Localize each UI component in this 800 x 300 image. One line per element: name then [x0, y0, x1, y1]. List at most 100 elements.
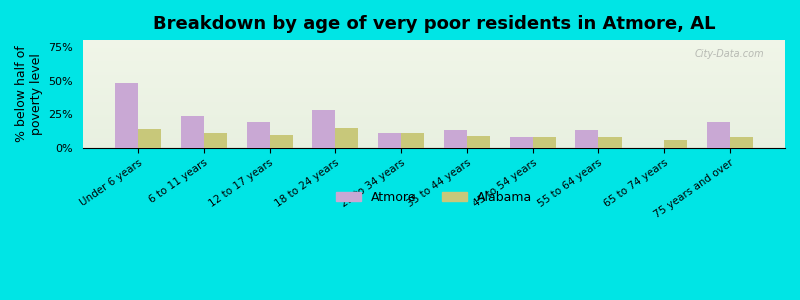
Bar: [83, 83, 785, 84]
Bar: [83, 126, 785, 128]
Bar: [83, 115, 785, 116]
Bar: [83, 63, 785, 64]
Bar: [83, 130, 785, 131]
Bar: [83, 128, 785, 129]
Title: Breakdown by age of very poor residents in Atmore, AL: Breakdown by age of very poor residents …: [153, 15, 715, 33]
Bar: [83, 132, 785, 133]
Bar: [83, 96, 785, 97]
Bar: [83, 121, 785, 122]
Bar: [83, 85, 785, 86]
Bar: [270, 134, 293, 148]
Bar: [83, 100, 785, 101]
Bar: [83, 50, 785, 51]
Bar: [83, 88, 785, 89]
Bar: [83, 76, 785, 77]
Bar: [83, 104, 785, 105]
Bar: [83, 92, 785, 93]
Legend: Atmore, Alabama: Atmore, Alabama: [331, 186, 537, 209]
Bar: [83, 135, 785, 136]
Bar: [83, 133, 785, 134]
Bar: [83, 74, 785, 75]
Bar: [83, 95, 785, 96]
Bar: [246, 122, 270, 148]
Text: City-Data.com: City-Data.com: [694, 49, 764, 59]
Bar: [83, 105, 785, 106]
Bar: [83, 140, 785, 142]
Bar: [83, 136, 785, 137]
Bar: [83, 56, 785, 57]
Bar: [83, 59, 785, 61]
Bar: [83, 49, 785, 50]
Bar: [83, 124, 785, 125]
Bar: [83, 42, 785, 43]
Bar: [83, 94, 785, 95]
Bar: [83, 142, 785, 144]
Bar: [83, 109, 785, 110]
Bar: [83, 58, 785, 59]
Bar: [83, 106, 785, 107]
Bar: [83, 71, 785, 73]
Bar: [664, 140, 687, 148]
Bar: [83, 61, 785, 62]
Bar: [83, 54, 785, 55]
Bar: [83, 43, 785, 44]
Bar: [83, 93, 785, 94]
Bar: [83, 86, 785, 88]
Bar: [510, 137, 533, 148]
Bar: [83, 48, 785, 49]
Bar: [83, 119, 785, 120]
Bar: [83, 108, 785, 109]
Bar: [707, 122, 730, 148]
Bar: [83, 57, 785, 59]
Bar: [83, 125, 785, 126]
Bar: [83, 41, 785, 42]
Bar: [83, 97, 785, 98]
Bar: [83, 102, 785, 103]
Bar: [83, 80, 785, 81]
Bar: [83, 103, 785, 104]
Bar: [83, 120, 785, 121]
Bar: [83, 52, 785, 53]
Bar: [83, 122, 785, 123]
Bar: [83, 147, 785, 148]
Bar: [181, 116, 204, 148]
Bar: [83, 53, 785, 54]
Bar: [83, 66, 785, 67]
Bar: [83, 131, 785, 132]
Bar: [83, 75, 785, 76]
Bar: [83, 68, 785, 69]
Bar: [83, 138, 785, 140]
Bar: [138, 129, 161, 148]
Bar: [83, 70, 785, 71]
Bar: [83, 91, 785, 92]
Bar: [83, 78, 785, 79]
Bar: [83, 65, 785, 66]
Bar: [83, 123, 785, 124]
Bar: [83, 79, 785, 80]
Bar: [83, 77, 785, 78]
Bar: [730, 137, 753, 148]
Bar: [83, 118, 785, 119]
Bar: [83, 82, 785, 83]
Bar: [83, 110, 785, 111]
Bar: [83, 67, 785, 68]
Bar: [83, 98, 785, 100]
Bar: [533, 137, 556, 148]
Bar: [83, 40, 785, 41]
Bar: [83, 89, 785, 90]
Bar: [83, 46, 785, 48]
Bar: [401, 133, 424, 148]
Bar: [83, 134, 785, 135]
Bar: [598, 137, 622, 148]
Bar: [83, 146, 785, 147]
Bar: [312, 110, 335, 148]
Bar: [83, 90, 785, 91]
Bar: [83, 81, 785, 82]
Bar: [575, 130, 598, 148]
Bar: [83, 69, 785, 70]
Bar: [83, 100, 785, 102]
Bar: [83, 144, 785, 145]
Bar: [83, 129, 785, 130]
Bar: [83, 113, 785, 115]
Bar: [444, 130, 467, 148]
